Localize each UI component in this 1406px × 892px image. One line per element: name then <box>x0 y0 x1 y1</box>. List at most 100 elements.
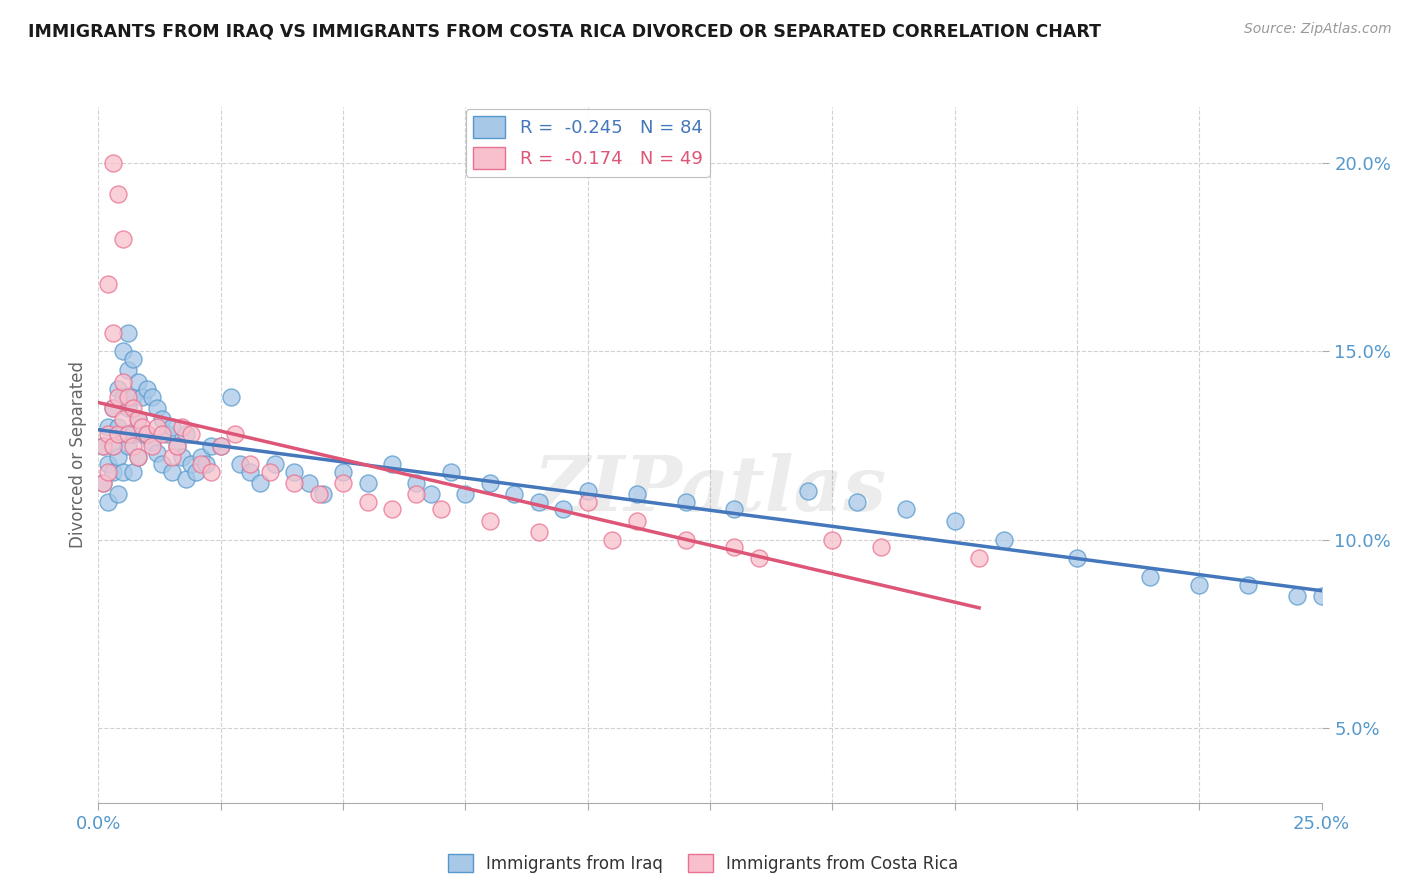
Point <box>1286 589 1309 603</box>
Point <box>356 495 378 509</box>
Point <box>117 401 139 415</box>
Point <box>101 326 124 340</box>
Point <box>91 438 114 452</box>
Point <box>107 390 129 404</box>
Point <box>107 427 129 442</box>
Point <box>121 390 143 404</box>
Point <box>166 438 188 452</box>
Point <box>107 487 129 501</box>
Point <box>141 434 163 449</box>
Point <box>283 476 305 491</box>
Point <box>993 533 1015 547</box>
Point <box>121 427 143 442</box>
Point <box>170 419 193 434</box>
Point <box>107 450 129 464</box>
Point <box>141 390 163 404</box>
Point <box>166 438 188 452</box>
Point <box>308 487 330 501</box>
Point <box>224 427 246 442</box>
Point <box>200 465 222 479</box>
Point <box>111 232 134 246</box>
Point <box>576 483 599 498</box>
Point <box>170 450 193 464</box>
Point <box>91 476 114 491</box>
Point <box>626 487 648 501</box>
Point <box>136 427 159 442</box>
Point <box>180 427 202 442</box>
Point <box>97 277 120 291</box>
Y-axis label: Divorced or Separated: Divorced or Separated <box>69 361 87 549</box>
Point <box>576 495 599 509</box>
Point <box>117 427 139 442</box>
Point <box>101 156 124 170</box>
Point <box>111 344 134 359</box>
Point <box>111 375 134 389</box>
Point <box>239 465 262 479</box>
Point <box>160 419 183 434</box>
Point <box>121 465 143 479</box>
Point <box>101 438 124 452</box>
Point <box>146 401 169 415</box>
Point <box>1139 570 1161 584</box>
Point <box>136 382 159 396</box>
Point <box>107 419 129 434</box>
Point <box>117 326 139 340</box>
Point <box>150 427 173 442</box>
Text: IMMIGRANTS FROM IRAQ VS IMMIGRANTS FROM COSTA RICA DIVORCED OR SEPARATED CORRELA: IMMIGRANTS FROM IRAQ VS IMMIGRANTS FROM … <box>28 22 1101 40</box>
Text: Source: ZipAtlas.com: Source: ZipAtlas.com <box>1244 22 1392 37</box>
Legend: Immigrants from Iraq, Immigrants from Costa Rica: Immigrants from Iraq, Immigrants from Co… <box>441 847 965 880</box>
Point <box>870 540 893 554</box>
Point <box>195 458 218 472</box>
Point <box>97 419 120 434</box>
Point <box>845 495 868 509</box>
Point <box>454 487 477 501</box>
Point <box>101 401 124 415</box>
Point <box>91 476 114 491</box>
Point <box>527 524 550 539</box>
Point <box>503 487 526 501</box>
Point <box>797 483 820 498</box>
Point <box>553 502 575 516</box>
Point <box>150 412 173 426</box>
Point <box>478 476 501 491</box>
Point <box>527 495 550 509</box>
Point <box>121 438 143 452</box>
Point <box>723 502 745 516</box>
Point <box>156 427 179 442</box>
Point <box>146 419 169 434</box>
Point <box>209 438 232 452</box>
Point <box>101 465 124 479</box>
Point <box>131 419 153 434</box>
Point <box>229 458 252 472</box>
Point <box>111 465 134 479</box>
Point <box>190 450 212 464</box>
Point <box>381 458 404 472</box>
Point <box>298 476 321 491</box>
Point <box>107 382 129 396</box>
Point <box>200 438 222 452</box>
Point <box>748 551 770 566</box>
Point <box>894 502 917 516</box>
Point <box>821 533 844 547</box>
Point <box>150 458 173 472</box>
Point <box>219 390 242 404</box>
Point <box>1066 551 1088 566</box>
Point <box>190 458 212 472</box>
Point <box>405 476 427 491</box>
Point <box>117 438 139 452</box>
Point <box>117 390 139 404</box>
Point <box>675 495 697 509</box>
Point <box>209 438 232 452</box>
Point <box>141 438 163 452</box>
Point <box>239 458 262 472</box>
Text: ZIPatlas: ZIPatlas <box>533 453 887 526</box>
Point <box>111 390 134 404</box>
Point <box>121 401 143 415</box>
Point <box>127 375 149 389</box>
Point <box>111 412 134 426</box>
Point <box>1188 577 1211 591</box>
Point <box>332 476 354 491</box>
Point <box>97 495 120 509</box>
Point <box>263 458 285 472</box>
Legend: R =  -0.245   N = 84, R =  -0.174   N = 49: R = -0.245 N = 84, R = -0.174 N = 49 <box>465 109 710 177</box>
